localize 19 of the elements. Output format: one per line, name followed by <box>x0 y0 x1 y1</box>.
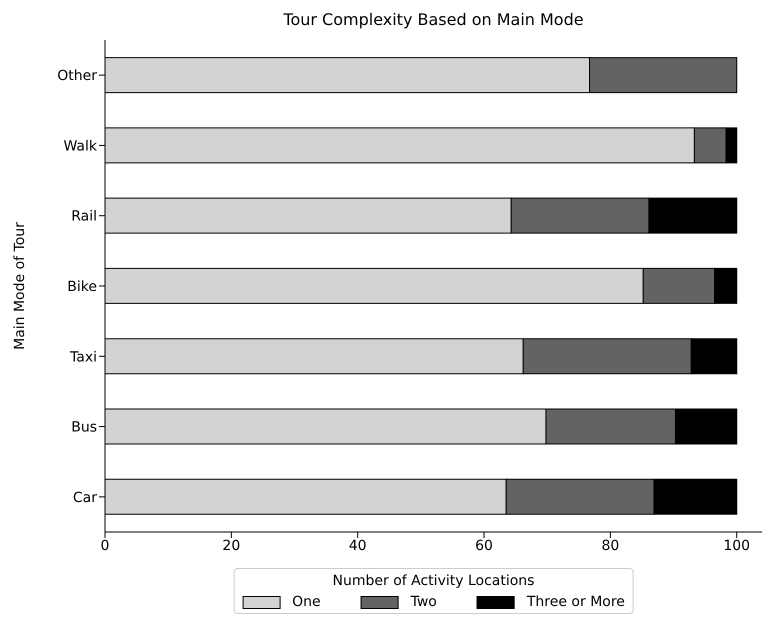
y-tick-label: Rail <box>71 208 97 225</box>
y-tick-label: Other <box>57 68 98 84</box>
y-axis-title: Main Mode of Tour <box>12 222 28 350</box>
chart-title: Tour Complexity Based on Main Mode <box>282 10 585 29</box>
x-tick-label: 60 <box>475 538 493 554</box>
y-tick-label: Car <box>72 490 98 506</box>
y-tick-label: Bus <box>71 420 97 436</box>
y-tick-label: Taxi <box>69 349 97 366</box>
y-tick-label: Bike <box>67 278 97 295</box>
x-tick-label: 80 <box>601 538 620 554</box>
legend-title: Number of Activity Locations <box>332 573 536 589</box>
legend-label: One <box>292 594 321 610</box>
x-tick-label: 20 <box>222 538 240 554</box>
x-tick-label: 0 <box>100 538 110 554</box>
x-tick-label: 40 <box>348 538 367 554</box>
legend-label: Three or More <box>526 594 625 610</box>
legend-label: Two <box>410 594 437 610</box>
y-tick-label: Walk <box>63 138 98 154</box>
x-tick-label: 100 <box>723 538 750 554</box>
